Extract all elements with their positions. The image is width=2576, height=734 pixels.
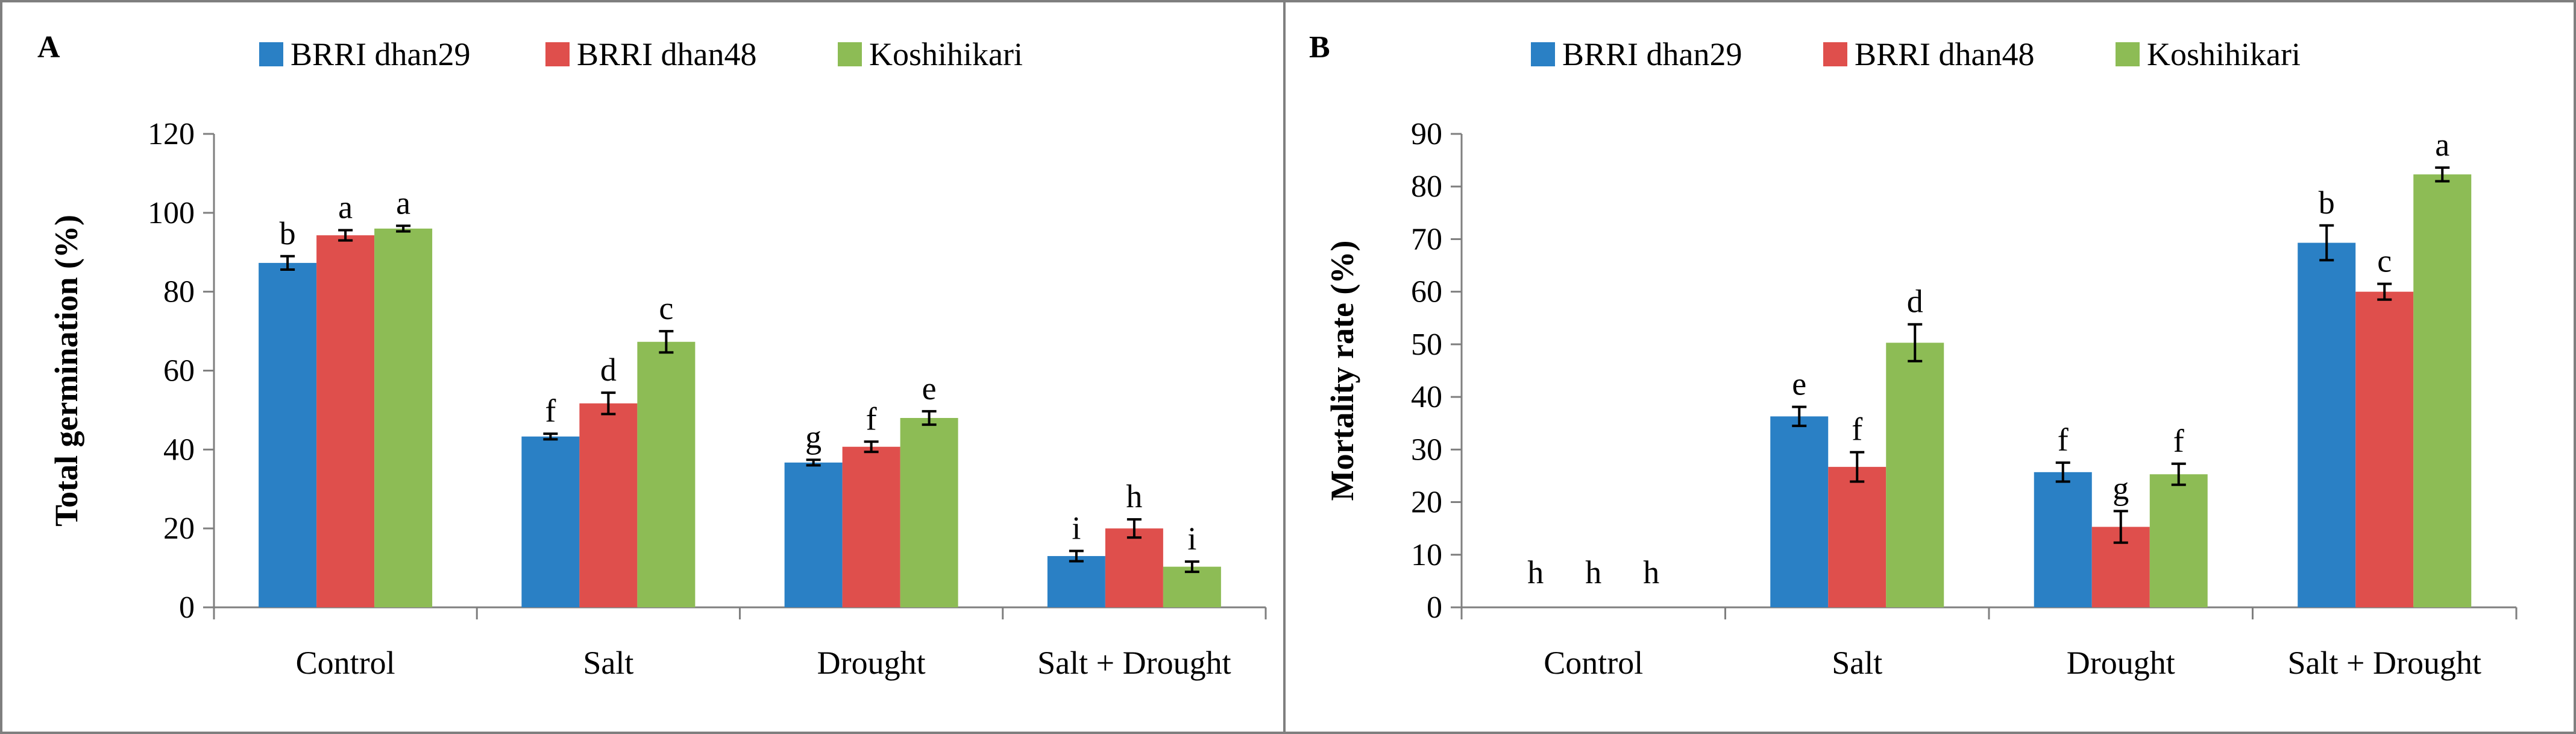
x-tick-label-drought: Drought (2067, 645, 2175, 681)
significance-label-brri-dhan48: f (866, 400, 877, 437)
bar-brri-dhan29-drought (784, 462, 843, 607)
y-tick-label: 120 (148, 117, 195, 151)
legend-swatch-koshihikari (838, 42, 862, 66)
significance-label-brri-dhan48: h (1585, 554, 1601, 590)
y-tick-label: 60 (163, 354, 195, 388)
panel-label: A (37, 30, 60, 65)
y-tick-label: 0 (1427, 590, 1442, 625)
legend-swatch-brri-dhan48 (545, 42, 570, 66)
significance-label-koshihikari: c (659, 290, 673, 326)
y-tick-label: 20 (163, 511, 195, 546)
significance-label-brri-dhan29: b (2319, 185, 2335, 221)
y-tick-label: 100 (148, 196, 195, 230)
legend-label-koshihikari: Koshihikari (2147, 36, 2301, 72)
legend-label-brri-dhan48: BRRI dhan48 (1855, 36, 2035, 72)
significance-label-brri-dhan48: a (338, 189, 353, 226)
significance-label-koshihikari: a (396, 185, 410, 221)
x-tick-label-control: Control (1544, 645, 1643, 681)
legend-label-brri-dhan29: BRRI dhan29 (1562, 36, 1742, 72)
bar-koshihikari-salt (1886, 343, 1944, 607)
x-tick-label-salt-drought: Salt + Drought (1037, 645, 1231, 681)
significance-label-koshihikari: e (922, 370, 937, 407)
y-tick-label: 30 (1411, 432, 1442, 467)
significance-label-brri-dhan29: i (1072, 510, 1081, 546)
y-tick-label: 20 (1411, 486, 1442, 520)
significance-label-brri-dhan29: f (2058, 422, 2069, 458)
y-tick-label: 10 (1411, 538, 1442, 572)
bar-brri-dhan48-salt (1828, 467, 1886, 607)
y-tick-label: 60 (1411, 275, 1442, 309)
legend-swatch-brri-dhan29 (259, 42, 283, 66)
significance-label-brri-dhan48: d (600, 352, 617, 388)
significance-label-brri-dhan29: f (545, 393, 556, 429)
y-axis-title: Mortality rate (%) (1324, 241, 1360, 501)
bar-koshihikari-salt-drought (2413, 174, 2472, 607)
panel-label: B (1309, 30, 1330, 65)
x-tick-label-salt: Salt (1832, 645, 1882, 681)
legend-label-brri-dhan29: BRRI dhan29 (291, 36, 471, 72)
y-tick-label: 40 (163, 432, 195, 467)
x-tick-label-control: Control (296, 645, 395, 681)
bar-brri-dhan29-salt (1770, 416, 1829, 607)
significance-label-brri-dhan48: c (2377, 243, 2392, 279)
bar-brri-dhan48-salt-drought (1105, 528, 1163, 607)
significance-label-koshihikari: d (1907, 283, 1923, 320)
significance-label-brri-dhan48: h (1126, 478, 1142, 514)
y-tick-label: 40 (1411, 380, 1442, 414)
significance-label-brri-dhan29: b (280, 215, 296, 252)
x-tick-label-drought: Drought (817, 645, 926, 681)
y-tick-label: 70 (1411, 222, 1442, 256)
significance-label-brri-dhan29: h (1527, 554, 1544, 590)
panel-a: A BRRI dhan29 BRRI dhan48 Koshihikari 0 20 40 6… (37, 30, 1267, 681)
bar-koshihikari-salt (637, 341, 696, 607)
legend-label-brri-dhan48: BRRI dhan48 (577, 36, 757, 72)
legend-swatch-brri-dhan48 (1823, 42, 1847, 66)
x-tick-label-salt: Salt (583, 645, 633, 681)
bar-brri-dhan48-salt (579, 403, 638, 607)
y-tick-label: 0 (179, 590, 195, 625)
bar-koshihikari-drought (900, 418, 958, 607)
bar-koshihikari-drought (2149, 474, 2208, 607)
panel-b: B BRRI dhan29 BRRI dhan48 Koshihikari 0 10 20 3… (1309, 30, 2518, 681)
legend-swatch-brri-dhan29 (1531, 42, 1555, 66)
y-tick-label: 80 (163, 275, 195, 309)
significance-label-koshihikari: f (2173, 423, 2184, 459)
bar-brri-dhan48-drought (842, 446, 900, 607)
bar-brri-dhan48-control (316, 235, 375, 607)
x-tick-label-salt-drought: Salt + Drought (2288, 645, 2481, 681)
bar-brri-dhan29-drought (2034, 472, 2092, 607)
significance-label-brri-dhan48: f (1852, 411, 1862, 448)
legend-label-koshihikari: Koshihikari (869, 36, 1023, 72)
significance-label-koshihikari: h (1643, 554, 1659, 590)
y-tick-label: 50 (1411, 327, 1442, 362)
bar-brri-dhan29-salt-drought (2298, 242, 2356, 607)
significance-label-brri-dhan29: g (805, 419, 821, 455)
y-tick-label: 80 (1411, 169, 1442, 204)
y-tick-label: 90 (1411, 117, 1442, 151)
significance-label-brri-dhan29: e (1792, 366, 1806, 402)
significance-label-brri-dhan48: g (2113, 470, 2129, 506)
bar-koshihikari-control (374, 229, 433, 607)
bar-brri-dhan29-salt-drought (1047, 555, 1105, 607)
bar-brri-dhan29-salt (521, 436, 580, 607)
y-axis-title: Total germination (%) (48, 215, 84, 527)
significance-label-koshihikari: a (2435, 127, 2449, 163)
bar-brri-dhan29-control (259, 262, 317, 608)
significance-label-koshihikari: i (1187, 520, 1196, 557)
legend-swatch-koshihikari (2116, 42, 2140, 66)
bar-koshihikari-salt-drought (1163, 566, 1221, 607)
bar-brri-dhan48-salt-drought (2355, 291, 2414, 608)
